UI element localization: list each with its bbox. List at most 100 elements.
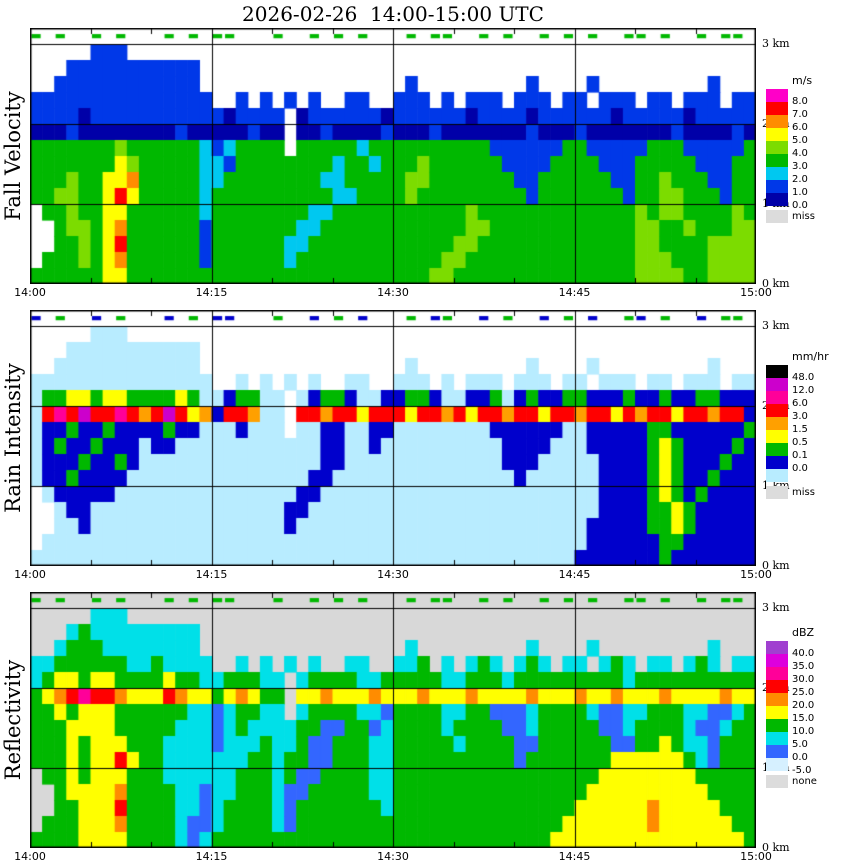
time-tick-1430: 14:30	[377, 568, 409, 581]
time-tick-1500: 15:00	[740, 286, 772, 299]
colorbar-row	[766, 469, 850, 482]
colorbar-missing-swatch	[766, 486, 788, 499]
colorbar-swatch	[766, 128, 788, 141]
height-label-3km: 3 km	[762, 318, 790, 332]
colorbar-missing-swatch	[766, 210, 788, 223]
colorbar-reflectivity: dBZ 40.0 35.0 30.0 25.0 20.0 15.0 10.0 5.0 0.0 -5…	[766, 626, 850, 788]
height-label-3km: 3 km	[762, 36, 790, 50]
colorbar-swatch	[766, 693, 788, 706]
colorbar-swatch	[766, 180, 788, 193]
colorbar-row: 0.0	[766, 456, 850, 474]
colorbar-row: 6.0	[766, 391, 850, 409]
colorbar-tick-label: 5.0	[792, 135, 808, 146]
colorbar-row: 3.0	[766, 404, 850, 422]
colorbar-row: 2.0	[766, 167, 850, 185]
page-title: 2026-02-26 14:00-15:00 UTC	[242, 2, 544, 26]
colorbar-tick-label: 0.0	[792, 463, 808, 474]
colorbar-missing-entry: none	[766, 775, 850, 788]
colorbar-swatch	[766, 141, 788, 154]
colorbar-missing-label: miss	[792, 211, 815, 222]
colorbar-row: 3.0	[766, 154, 850, 172]
colorbar-tick-label: 15.0	[792, 713, 815, 724]
colorbar-tick-label: 3.0	[792, 411, 808, 422]
colorbar-row: 5.0	[766, 128, 850, 146]
colorbar-row: 20.0	[766, 693, 850, 711]
colorbar-swatch	[766, 193, 788, 206]
colorbar-tick-label: -5.0	[792, 765, 812, 776]
colorbar-tick-label: 0.1	[792, 450, 808, 461]
colorbar-swatch	[766, 417, 788, 430]
colorbar-tick-label: 30.0	[792, 674, 815, 685]
colorbar-swatch	[766, 654, 788, 667]
colorbar-swatch	[766, 115, 788, 128]
colorbar-swatch	[766, 667, 788, 680]
colorbar-tick-label: 3.0	[792, 161, 808, 172]
colorbar-swatch	[766, 430, 788, 443]
colorbar-row: 1.5	[766, 417, 850, 435]
colorbar-cells: 8.0 7.0 6.0 5.0 4.0 3.0 2.0 1.0 0.0	[766, 89, 850, 211]
time-tick-1400: 14:00	[14, 850, 46, 863]
colorbar-row: 0.5	[766, 430, 850, 448]
time-tick-1415: 14:15	[195, 850, 228, 863]
colorbar-row: 35.0	[766, 654, 850, 672]
colorbar-tick-label: 1.5	[792, 424, 808, 435]
colorbar-row: 4.0	[766, 141, 850, 159]
colorbar-swatch	[766, 719, 788, 732]
colorbar-swatch	[766, 706, 788, 719]
time-tick-1500: 15:00	[740, 568, 772, 581]
time-axis-labels: 14:00 14:15 14:30 14:45 15:00	[14, 850, 772, 866]
colorbar-tick-label: 6.0	[792, 122, 808, 133]
colorbar-row: 0.0	[766, 745, 850, 763]
colorbar-unit-label: m/s	[792, 74, 813, 87]
colorbar-unit-label: mm/hr	[792, 350, 829, 363]
colorbar-row: 40.0	[766, 641, 850, 659]
fall-velocity-heatmap	[30, 28, 756, 284]
height-label-0km: 0 km	[762, 558, 790, 572]
panel-rain-intensity: Rain Intensity 3 km 2 km 1 km 0 km 14:00…	[0, 310, 850, 592]
colorbar-tick-label: 1.0	[792, 187, 808, 198]
colorbar-swatch	[766, 391, 788, 404]
colorbar-swatch	[766, 154, 788, 167]
colorbar-swatch	[766, 404, 788, 417]
colorbar-tick-label: 25.0	[792, 687, 815, 698]
colorbar-row: 12.0	[766, 378, 850, 396]
panel-title-reflectivity: Reflectivity	[1, 659, 25, 781]
colorbar-tick-label: 0.0	[792, 200, 808, 211]
colorbar-tick-label: 8.0	[792, 96, 808, 107]
colorbar-swatch	[766, 758, 788, 771]
colorbar-row: 25.0	[766, 680, 850, 698]
colorbar-tick-label: 12.0	[792, 385, 815, 396]
colorbar-tick-label: 6.0	[792, 398, 808, 409]
colorbar-tick-label: 48.0	[792, 372, 815, 383]
reflectivity-heatmap	[30, 592, 756, 848]
colorbar-tick-label: 4.0	[792, 148, 808, 159]
colorbar-row: -5.0	[766, 758, 850, 776]
rain-intensity-heatmap	[30, 310, 756, 566]
colorbar-row: 7.0	[766, 102, 850, 120]
colorbar-tick-label: 35.0	[792, 661, 815, 672]
height-label-0km: 0 km	[762, 276, 790, 290]
time-axis-labels: 14:00 14:15 14:30 14:45 15:00	[14, 568, 772, 584]
time-tick-1430: 14:30	[377, 850, 409, 863]
colorbar-swatch	[766, 680, 788, 693]
colorbar-row: 15.0	[766, 706, 850, 724]
colorbar-unit-label: dBZ	[792, 626, 815, 639]
panel-title-rain-intensity: Rain Intensity	[1, 363, 25, 513]
height-label-3km: 3 km	[762, 600, 790, 614]
time-tick-1415: 14:15	[195, 568, 228, 581]
colorbar-tick-label: 40.0	[792, 648, 815, 659]
time-tick-1430: 14:30	[377, 286, 409, 299]
colorbar-swatch	[766, 469, 788, 482]
colorbar-swatch	[766, 167, 788, 180]
colorbar-tick-label: 7.0	[792, 109, 808, 120]
time-tick-1445: 14:45	[558, 286, 591, 299]
colorbar-swatch	[766, 456, 788, 469]
colorbar-swatch	[766, 641, 788, 654]
colorbar-swatch	[766, 443, 788, 456]
colorbar-swatch	[766, 745, 788, 758]
colorbar-missing-label: none	[792, 776, 817, 787]
time-tick-1445: 14:45	[558, 850, 591, 863]
colorbar-swatch	[766, 378, 788, 391]
colorbar-tick-label: 2.0	[792, 174, 808, 185]
